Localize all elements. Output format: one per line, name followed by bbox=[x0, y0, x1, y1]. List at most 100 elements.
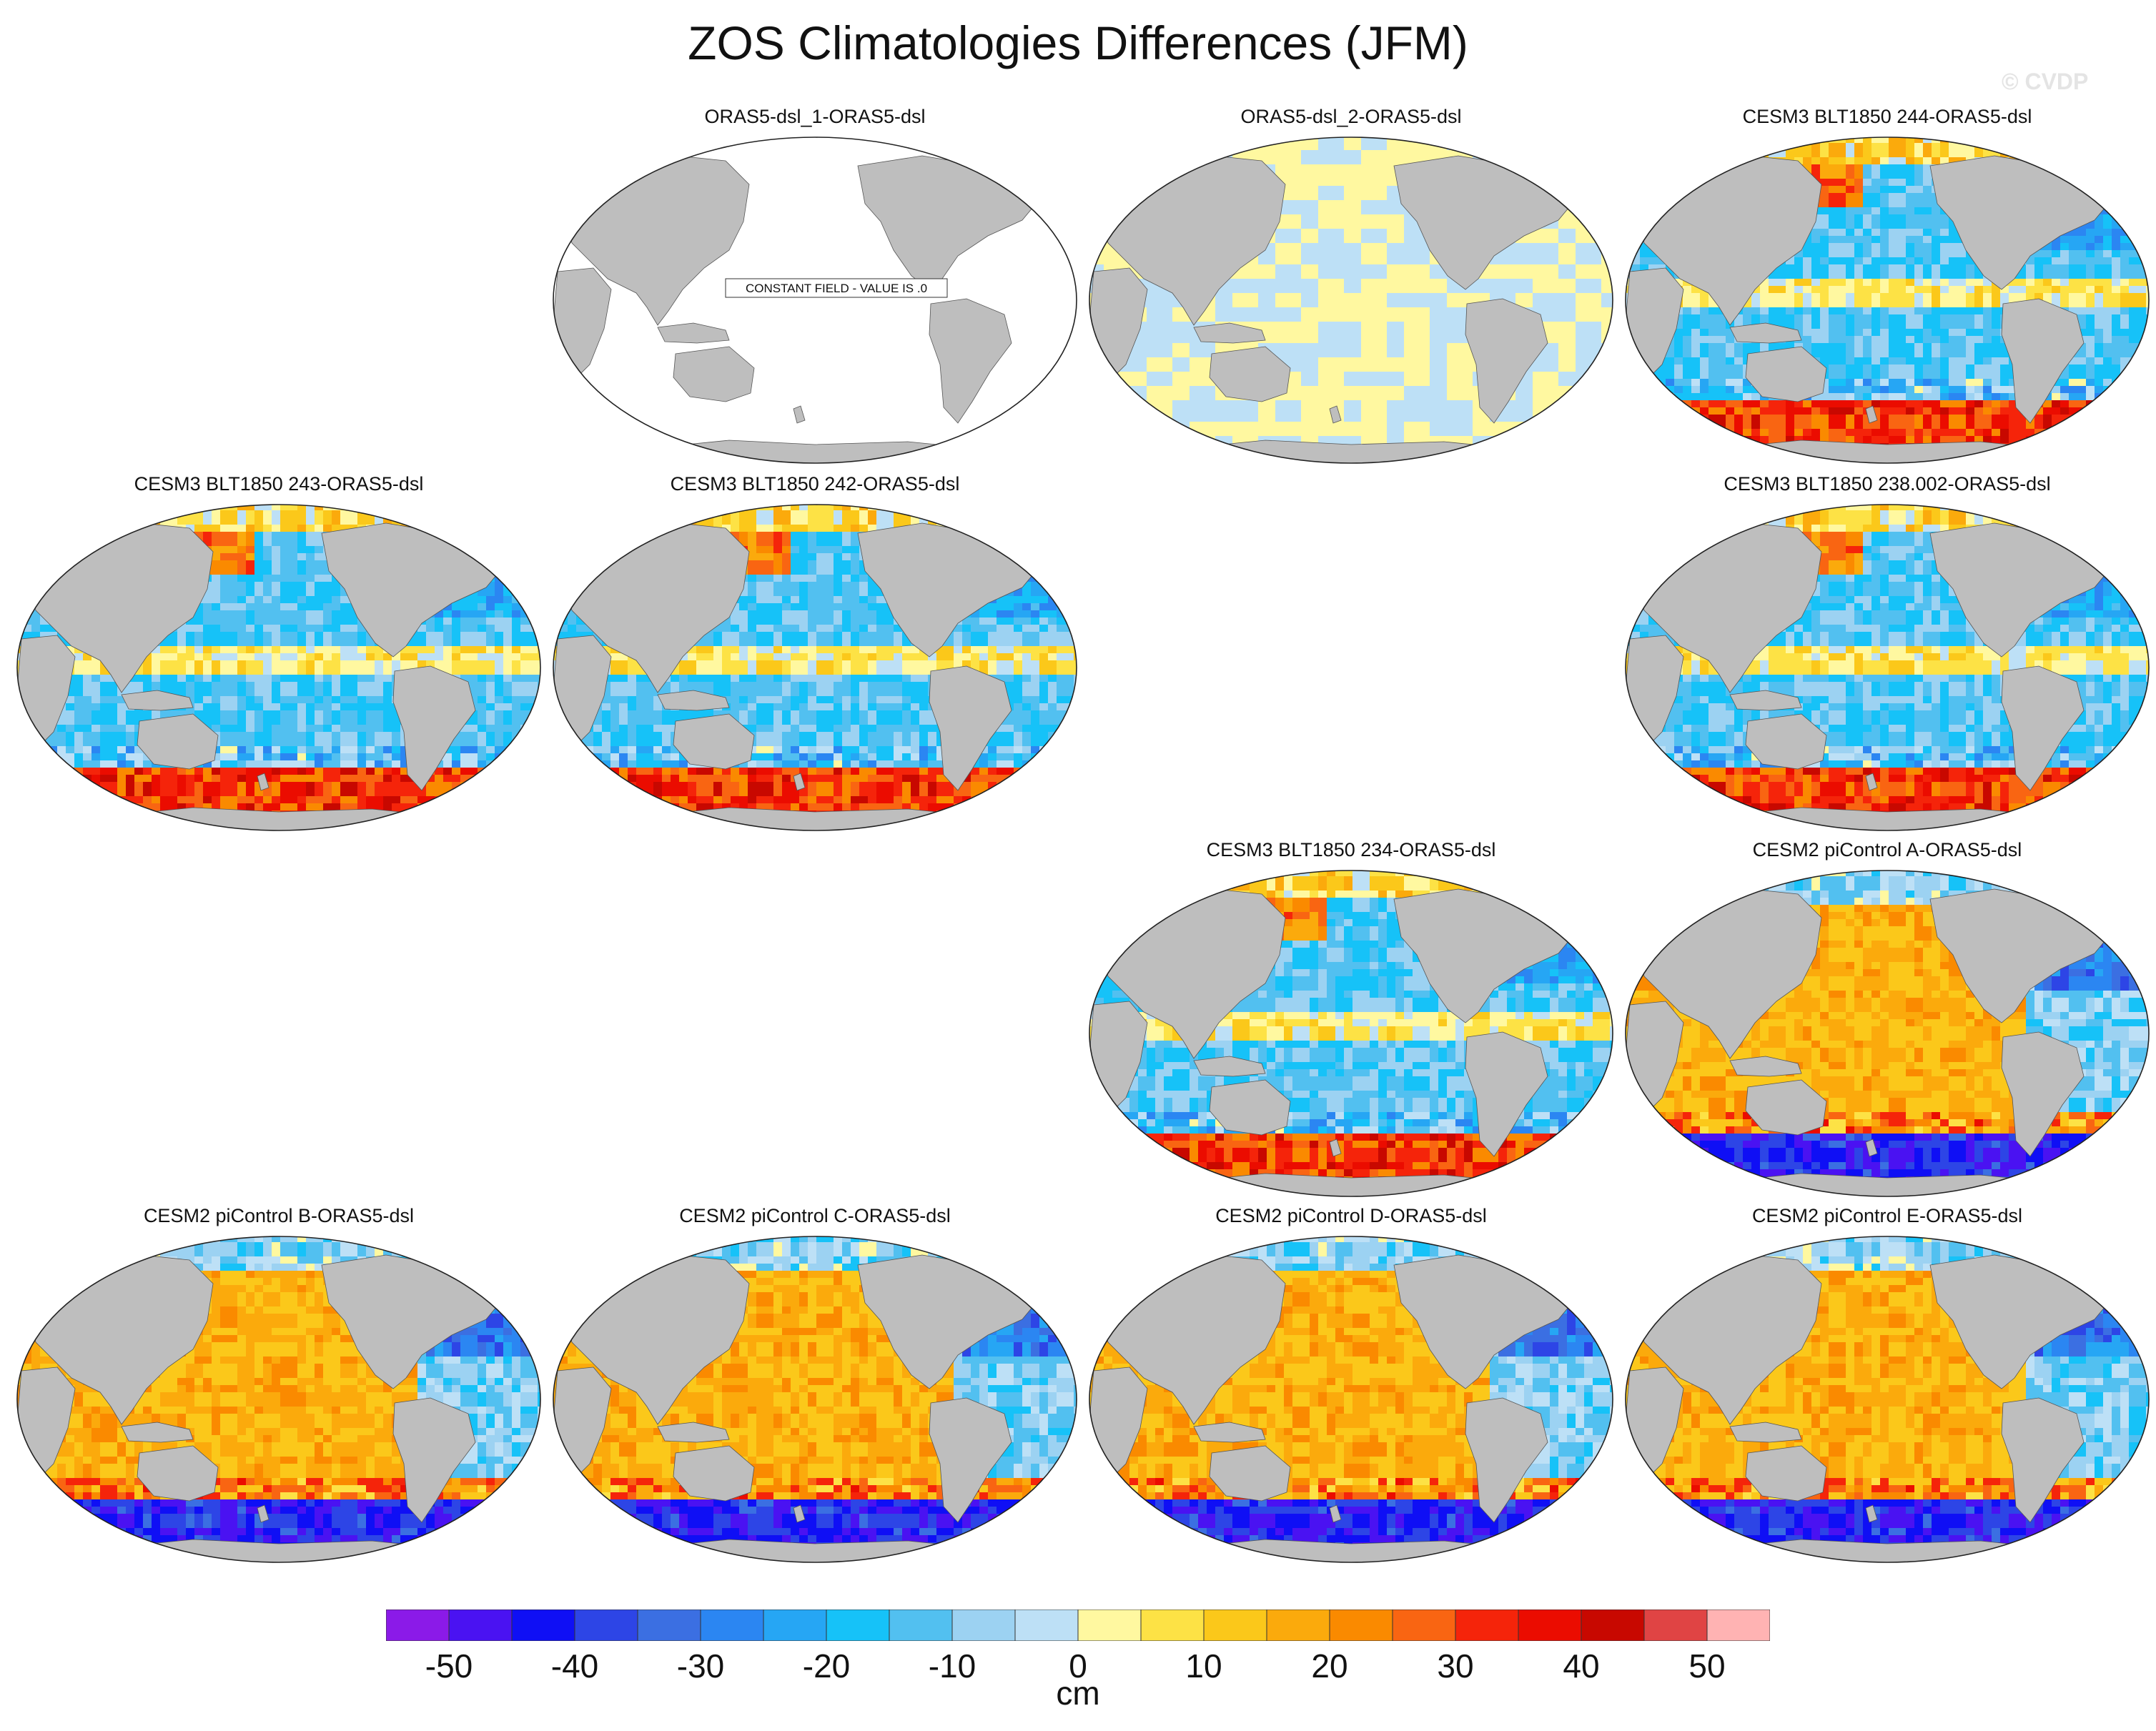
map-panel: CESM2 piControl E-ORAS5-dsl bbox=[1623, 1205, 2152, 1563]
land-mass bbox=[2001, 665, 2085, 791]
colorbar-tick-label: -10 bbox=[909, 1647, 995, 1685]
colorbar-svg bbox=[386, 1610, 1770, 1641]
colorbar-swatch bbox=[1266, 1610, 1330, 1641]
colorbar-swatch bbox=[889, 1610, 953, 1641]
colorbar-swatch bbox=[637, 1610, 701, 1641]
panel-title: CESM2 piControl C-ORAS5-dsl bbox=[550, 1205, 1079, 1227]
land-mass bbox=[137, 1445, 219, 1502]
land-mass bbox=[987, 147, 1052, 187]
colorbar-tick-label: -40 bbox=[532, 1647, 618, 1685]
land-mass bbox=[1209, 346, 1291, 402]
map-border bbox=[1625, 504, 2150, 831]
land-mass bbox=[451, 514, 515, 554]
land-mass bbox=[2059, 1246, 2124, 1286]
land-mass bbox=[793, 405, 806, 424]
land-mass bbox=[257, 773, 270, 791]
map-svg bbox=[553, 1236, 1077, 1563]
map-svg: CONSTANT FIELD - VALUE IS .0 bbox=[553, 137, 1077, 464]
colorbar-swatch bbox=[1014, 1610, 1079, 1641]
land-mass bbox=[2001, 298, 2085, 424]
map-field bbox=[1089, 871, 1613, 1196]
map-svg bbox=[16, 1236, 541, 1563]
map-svg bbox=[553, 504, 1077, 831]
map-svg bbox=[1625, 1236, 2150, 1563]
land-mass bbox=[673, 1445, 755, 1502]
map-panel: CESM2 piControl A-ORAS5-dsl bbox=[1623, 839, 2152, 1197]
colorbar-tick-label: -20 bbox=[783, 1647, 869, 1685]
map-border bbox=[1625, 137, 2150, 464]
panel-title: CESM2 piControl A-ORAS5-dsl bbox=[1623, 839, 2152, 861]
colorbar-tick-label: 50 bbox=[1664, 1647, 1750, 1685]
panel-title: CESM3 BLT1850 234-ORAS5-dsl bbox=[1087, 839, 1616, 861]
colorbar-swatch bbox=[1455, 1610, 1519, 1641]
land-mass bbox=[2059, 147, 2124, 187]
map-border bbox=[553, 504, 1077, 831]
panel-title: CESM2 piControl B-ORAS5-dsl bbox=[14, 1205, 543, 1227]
panel-title: CESM3 BLT1850 238.002-ORAS5-dsl bbox=[1623, 473, 2152, 495]
land-mass bbox=[2001, 1397, 2085, 1523]
colorbar-tick-label: 20 bbox=[1287, 1647, 1373, 1685]
land-mass bbox=[1745, 1445, 1827, 1502]
map-border bbox=[1089, 137, 1613, 464]
map-panel: CESM2 piControl B-ORAS5-dsl bbox=[14, 1205, 543, 1563]
land-mass bbox=[1523, 147, 1588, 187]
map-border bbox=[16, 1236, 541, 1563]
map-panel: CESM3 BLT1850 238.002-ORAS5-dsl bbox=[1623, 473, 2152, 831]
land-mass bbox=[987, 514, 1052, 554]
colorbar-swatch bbox=[1581, 1610, 1645, 1641]
map-field bbox=[1626, 871, 2149, 1196]
land-mass bbox=[451, 1246, 515, 1286]
colorbar-swatch bbox=[826, 1610, 890, 1641]
constant-field-label: CONSTANT FIELD - VALUE IS .0 bbox=[746, 282, 927, 295]
land-mass bbox=[929, 1397, 1012, 1523]
map-border bbox=[1089, 870, 1613, 1197]
watermark: © CVDP bbox=[2002, 69, 2088, 95]
land-mass bbox=[929, 298, 1012, 424]
land-mass bbox=[673, 346, 755, 402]
colorbar-tick-label: 10 bbox=[1161, 1647, 1247, 1685]
panel-title: CESM3 BLT1850 243-ORAS5-dsl bbox=[14, 473, 543, 495]
map-panel: CESM3 BLT1850 243-ORAS5-dsl bbox=[14, 473, 543, 831]
map-panel: CESM2 piControl C-ORAS5-dsl bbox=[550, 1205, 1079, 1563]
panel-title: ORAS5-dsl_2-ORAS5-dsl bbox=[1087, 106, 1616, 128]
panel-title: CESM2 piControl D-ORAS5-dsl bbox=[1087, 1205, 1616, 1227]
page-title: ZOS Climatologies Differences (JFM) bbox=[0, 16, 2156, 70]
map-svg bbox=[1089, 870, 1613, 1197]
land-mass bbox=[1465, 298, 1548, 424]
colorbar-swatch bbox=[386, 1610, 450, 1641]
map-panel: CESM3 BLT1850 242-ORAS5-dsl bbox=[550, 473, 1079, 831]
map-panel: ORAS5-dsl_2-ORAS5-dsl bbox=[1087, 106, 1616, 464]
map-panel: CESM2 piControl D-ORAS5-dsl bbox=[1087, 1205, 1616, 1563]
land-mass bbox=[1329, 405, 1342, 424]
land-mass bbox=[657, 690, 730, 711]
colorbar-swatch bbox=[1518, 1610, 1582, 1641]
land-mass bbox=[929, 665, 1012, 791]
land-mass bbox=[1329, 1139, 1342, 1157]
colorbar-swatch bbox=[763, 1610, 827, 1641]
colorbar-swatch bbox=[1643, 1610, 1708, 1641]
panel-title: CESM2 piControl E-ORAS5-dsl bbox=[1623, 1205, 2152, 1227]
land-mass bbox=[2059, 880, 2124, 920]
colorbar-swatch bbox=[1140, 1610, 1205, 1641]
land-mass bbox=[1209, 1445, 1291, 1502]
colorbar-swatch bbox=[1203, 1610, 1267, 1641]
land-mass bbox=[2001, 1031, 2085, 1157]
land-mass bbox=[1329, 1504, 1342, 1523]
colorbar-swatch bbox=[448, 1610, 513, 1641]
land-mass bbox=[1465, 1031, 1548, 1157]
land-mass bbox=[1865, 1504, 1878, 1523]
land-mass bbox=[392, 665, 476, 791]
land-mass bbox=[2059, 514, 2124, 554]
land-mass bbox=[1523, 1246, 1588, 1286]
land-mass bbox=[1193, 1422, 1266, 1443]
map-border bbox=[553, 137, 1077, 464]
land-mass bbox=[1745, 346, 1827, 402]
map-field bbox=[17, 505, 540, 830]
land-mass bbox=[793, 773, 806, 791]
land-mass bbox=[1465, 1397, 1548, 1523]
map-panel: CESM3 BLT1850 244-ORAS5-dsl bbox=[1623, 106, 2152, 464]
colorbar-units: cm bbox=[1035, 1674, 1121, 1712]
land-mass bbox=[793, 1504, 806, 1523]
panel-title: ORAS5-dsl_1-ORAS5-dsl bbox=[550, 106, 1079, 128]
colorbar bbox=[386, 1610, 1770, 1641]
